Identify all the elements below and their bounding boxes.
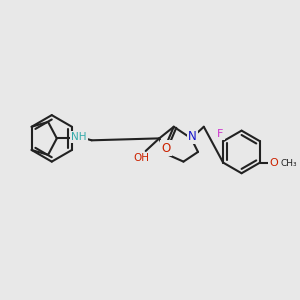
Text: F: F [217,128,224,139]
Text: NH: NH [71,132,87,142]
Text: CH₃: CH₃ [280,159,297,168]
Text: O: O [269,158,278,168]
Text: O: O [161,142,171,154]
Text: N: N [188,130,197,143]
Text: OH: OH [134,153,150,163]
